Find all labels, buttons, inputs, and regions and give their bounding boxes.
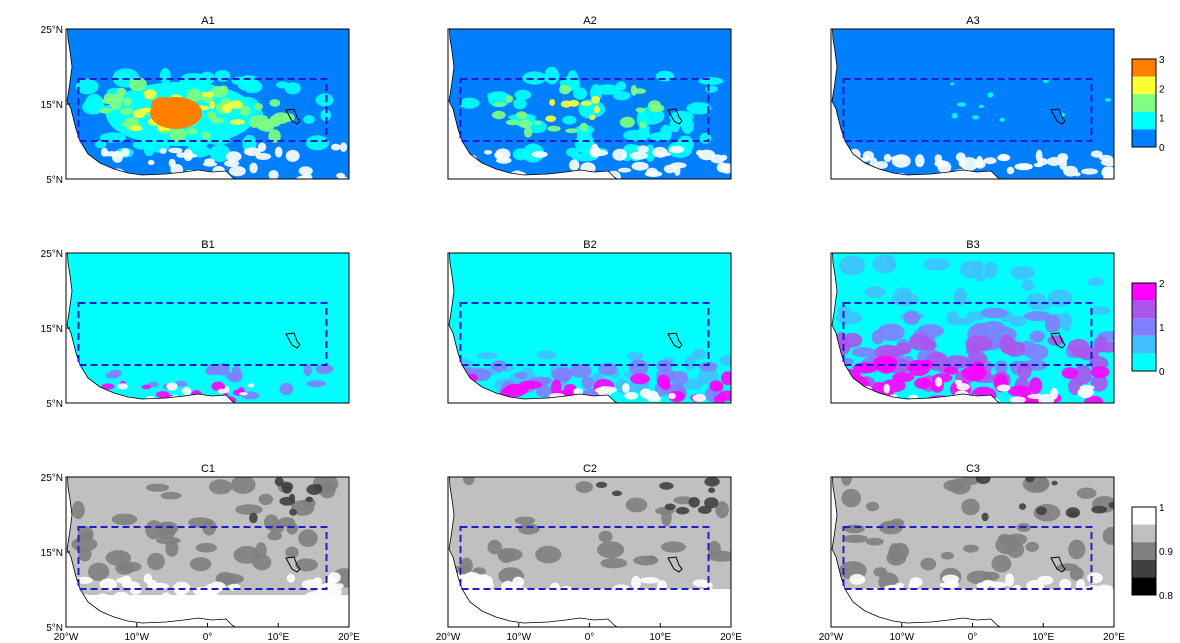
colorbar-label: 1 (1159, 503, 1165, 514)
colorbar-segment (1132, 76, 1156, 95)
colorbar-label: 2 (1159, 84, 1165, 95)
map-panel-b3: B3 (830, 239, 1115, 404)
y-tick-label: 25°N (41, 473, 63, 484)
colorbar-segment (1132, 283, 1156, 301)
study-region-box (842, 526, 1093, 590)
study-region-box (77, 78, 328, 142)
colorbar-segment (1132, 335, 1156, 354)
map-panel-a2: A2 (447, 15, 732, 180)
colorbar-segment (1132, 300, 1156, 319)
study-region-box (842, 78, 1093, 142)
map-panel-a1: A1 25°N 15°N 5°N (41, 15, 350, 186)
map-panel-c2: C2 20°W 10°W 0° 10°E 20°E (436, 463, 743, 643)
colorbar-segment (1132, 318, 1156, 336)
y-tick-label: 5°N (46, 623, 63, 634)
panel-title: A2 (583, 15, 596, 27)
map-panel-b2: B2 (447, 239, 732, 404)
colorbar-segment (1132, 507, 1156, 525)
y-tick-label: 15°N (41, 548, 63, 559)
x-tick-label: 10°W (506, 632, 531, 643)
map-frame (447, 252, 732, 404)
map-field (66, 477, 349, 627)
map-field (831, 253, 1114, 403)
x-tick-label: 10°E (649, 632, 671, 643)
x-tick-label: 10°W (889, 632, 914, 643)
map-field (448, 29, 731, 179)
map-field (831, 477, 1114, 627)
map-field (66, 29, 349, 179)
x-tick-label: 10°W (124, 632, 149, 643)
study-region-box (459, 526, 710, 590)
map-frame (830, 252, 1115, 404)
colorbar-segment (1132, 542, 1156, 560)
colorbar-segment (1132, 353, 1156, 371)
panel-title: A1 (201, 15, 214, 27)
colorbar-segment (1132, 559, 1156, 578)
map-field (448, 477, 731, 627)
x-tick-label: 20°W (54, 632, 79, 643)
y-tick-label: 25°N (41, 25, 63, 36)
map-panel-c1: C1 25°N 15°N 5°N20°W 10°W 0° 10°E 20°E (41, 463, 361, 643)
colorbar-segment (1132, 577, 1156, 595)
study-region-box (77, 302, 328, 366)
panel-title: C3 (966, 463, 980, 475)
study-region-box (459, 302, 710, 366)
colorbar-label: 3 (1159, 55, 1165, 66)
x-tick-label: 20°E (1103, 632, 1125, 643)
colorbar-c: 1 0.9 0.8 (1131, 503, 1173, 602)
study-region-box (842, 302, 1093, 366)
colorbar-label: 1 (1159, 323, 1165, 334)
x-tick-label: 0° (968, 632, 978, 643)
study-region-box (459, 78, 710, 142)
x-tick-label: 20°W (819, 632, 844, 643)
y-tick-label: 5°N (46, 399, 63, 410)
colorbar-b: 2 1 0 (1131, 279, 1165, 378)
colorbar-label: 0 (1159, 367, 1165, 378)
x-tick-label: 0° (585, 632, 595, 643)
colorbar-label: 0.9 (1159, 547, 1173, 558)
colorbar-segment (1132, 94, 1156, 112)
y-tick-label: 25°N (41, 249, 63, 260)
colorbar-label: 2 (1159, 279, 1165, 290)
colorbar-label: 0.8 (1159, 591, 1173, 602)
panel-title: C1 (201, 463, 215, 475)
map-field (831, 29, 1114, 179)
map-panel-a3: A3 (830, 15, 1115, 180)
panel-title: B3 (966, 239, 979, 251)
panel-title: B1 (201, 239, 214, 251)
colorbar-segment (1132, 524, 1156, 543)
x-tick-label: 20°E (720, 632, 742, 643)
x-tick-label: 0° (203, 632, 213, 643)
panel-title: A3 (966, 15, 979, 27)
colorbar-segment (1132, 129, 1156, 147)
y-tick-label: 15°N (41, 324, 63, 335)
colorbar-a: 3 2 1 0 (1131, 55, 1165, 154)
map-frame (447, 28, 732, 180)
map-field (448, 253, 731, 403)
colorbar-segment (1132, 111, 1156, 130)
map-frame (830, 28, 1115, 180)
colorbar-label: 1 (1159, 114, 1165, 125)
panel-title: C2 (583, 463, 597, 475)
map-panel-c3: C3 20°W 10°W 0° 10°E 20°E (819, 463, 1126, 643)
panel-title: B2 (583, 239, 596, 251)
y-tick-label: 15°N (41, 100, 63, 111)
x-tick-label: 20°E (338, 632, 360, 643)
map-field (66, 253, 349, 403)
x-tick-label: 20°W (436, 632, 461, 643)
study-region-box (77, 526, 328, 590)
x-tick-label: 10°E (267, 632, 289, 643)
colorbar-label: 0 (1159, 143, 1165, 154)
colorbar-segment (1132, 59, 1156, 77)
x-tick-label: 10°E (1032, 632, 1054, 643)
y-tick-label: 5°N (46, 175, 63, 186)
map-panel-b1: B1 25°N 15°N 5°N (41, 239, 350, 410)
